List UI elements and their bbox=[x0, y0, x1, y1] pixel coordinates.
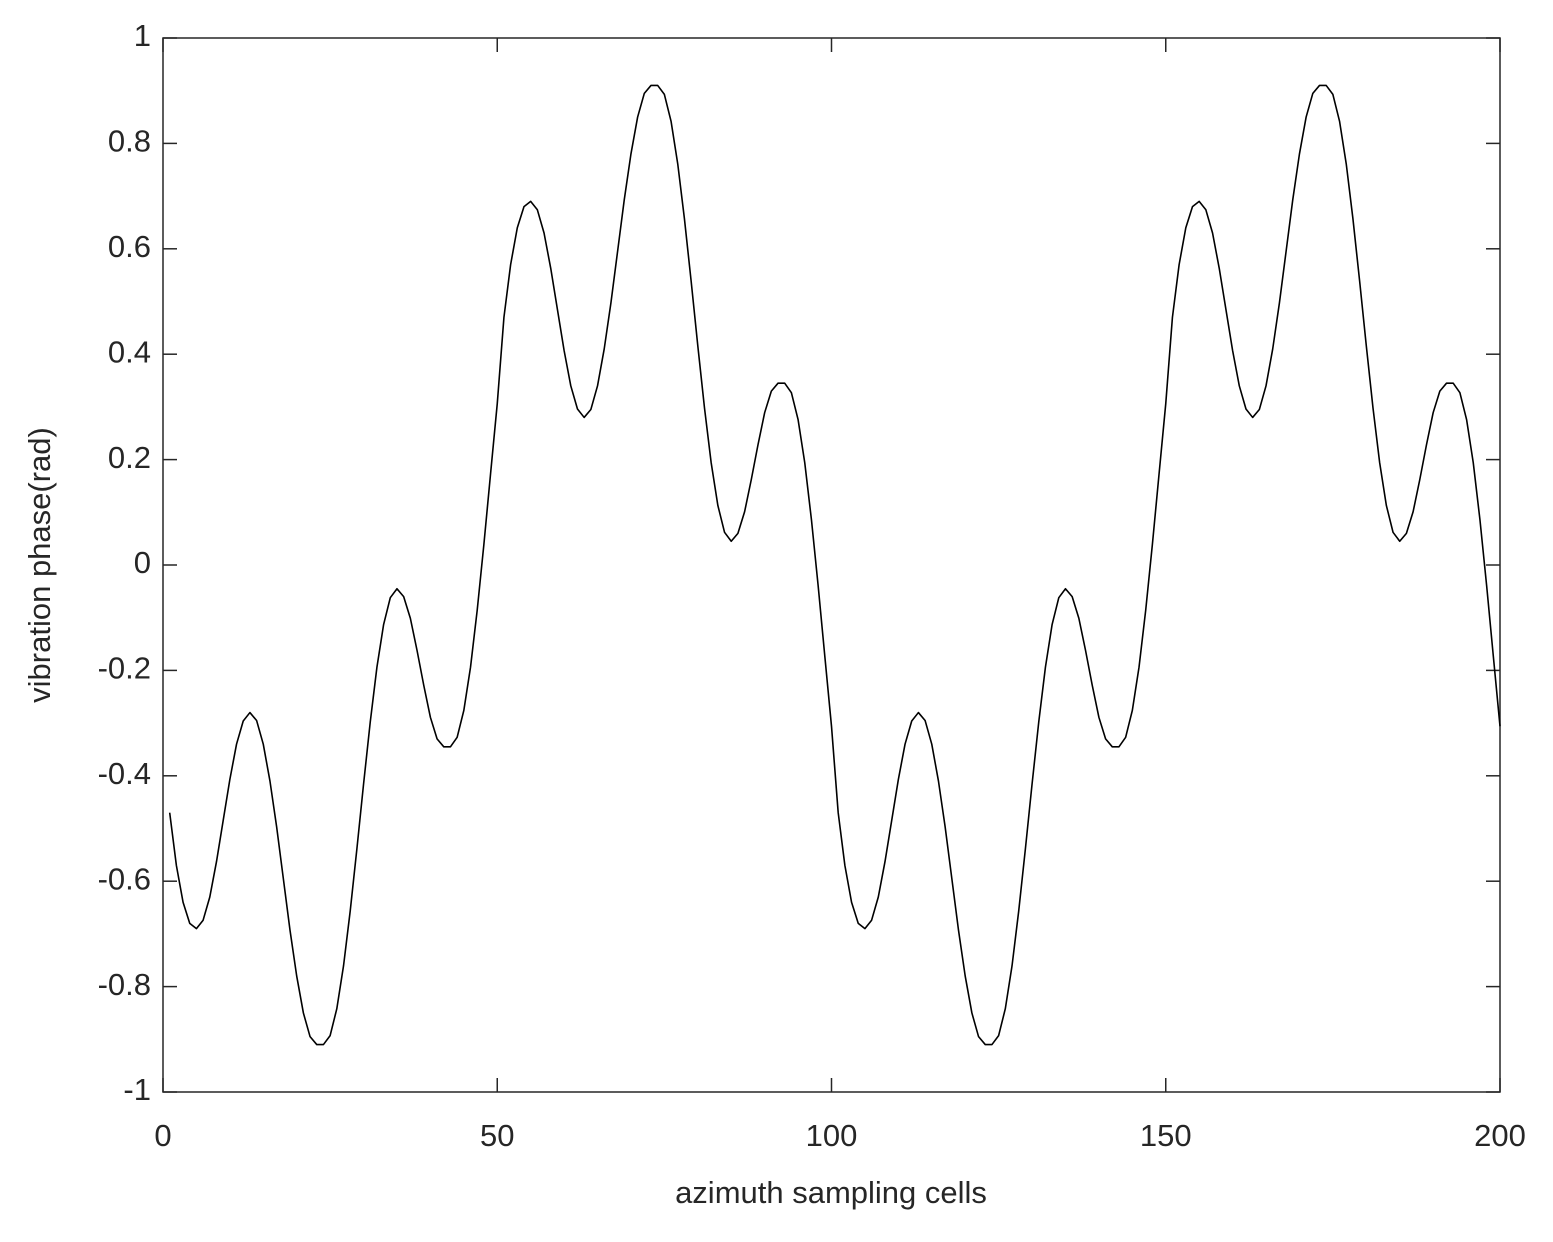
y-tick-label: -0.2 bbox=[98, 651, 151, 686]
y-tick-label: -1 bbox=[123, 1072, 151, 1107]
y-tick-label: 1 bbox=[134, 18, 151, 53]
y-tick-label: 0 bbox=[134, 545, 151, 580]
y-tick-label: -0.8 bbox=[98, 967, 151, 1002]
x-tick-label: 150 bbox=[1140, 1118, 1192, 1153]
axes-box bbox=[162, 37, 1501, 1093]
x-tick-label: 100 bbox=[806, 1118, 858, 1153]
y-axis-label: vibration phase(rad) bbox=[22, 427, 57, 703]
data-line bbox=[168, 84, 1501, 1046]
x-tick-label: 0 bbox=[154, 1118, 171, 1153]
x-axis-label: azimuth sampling cells bbox=[675, 1175, 987, 1210]
y-tick-label: 0.2 bbox=[108, 440, 151, 475]
y-tick-label: 0.8 bbox=[108, 124, 151, 159]
y-tick-label: 0.6 bbox=[108, 229, 151, 264]
y-tick-label: 0.4 bbox=[108, 334, 151, 369]
x-tick-label: 200 bbox=[1474, 1118, 1526, 1153]
x-tick-label: 50 bbox=[480, 1118, 514, 1153]
y-tick-label: -0.4 bbox=[98, 756, 151, 791]
y-tick-label: -0.6 bbox=[98, 861, 151, 896]
